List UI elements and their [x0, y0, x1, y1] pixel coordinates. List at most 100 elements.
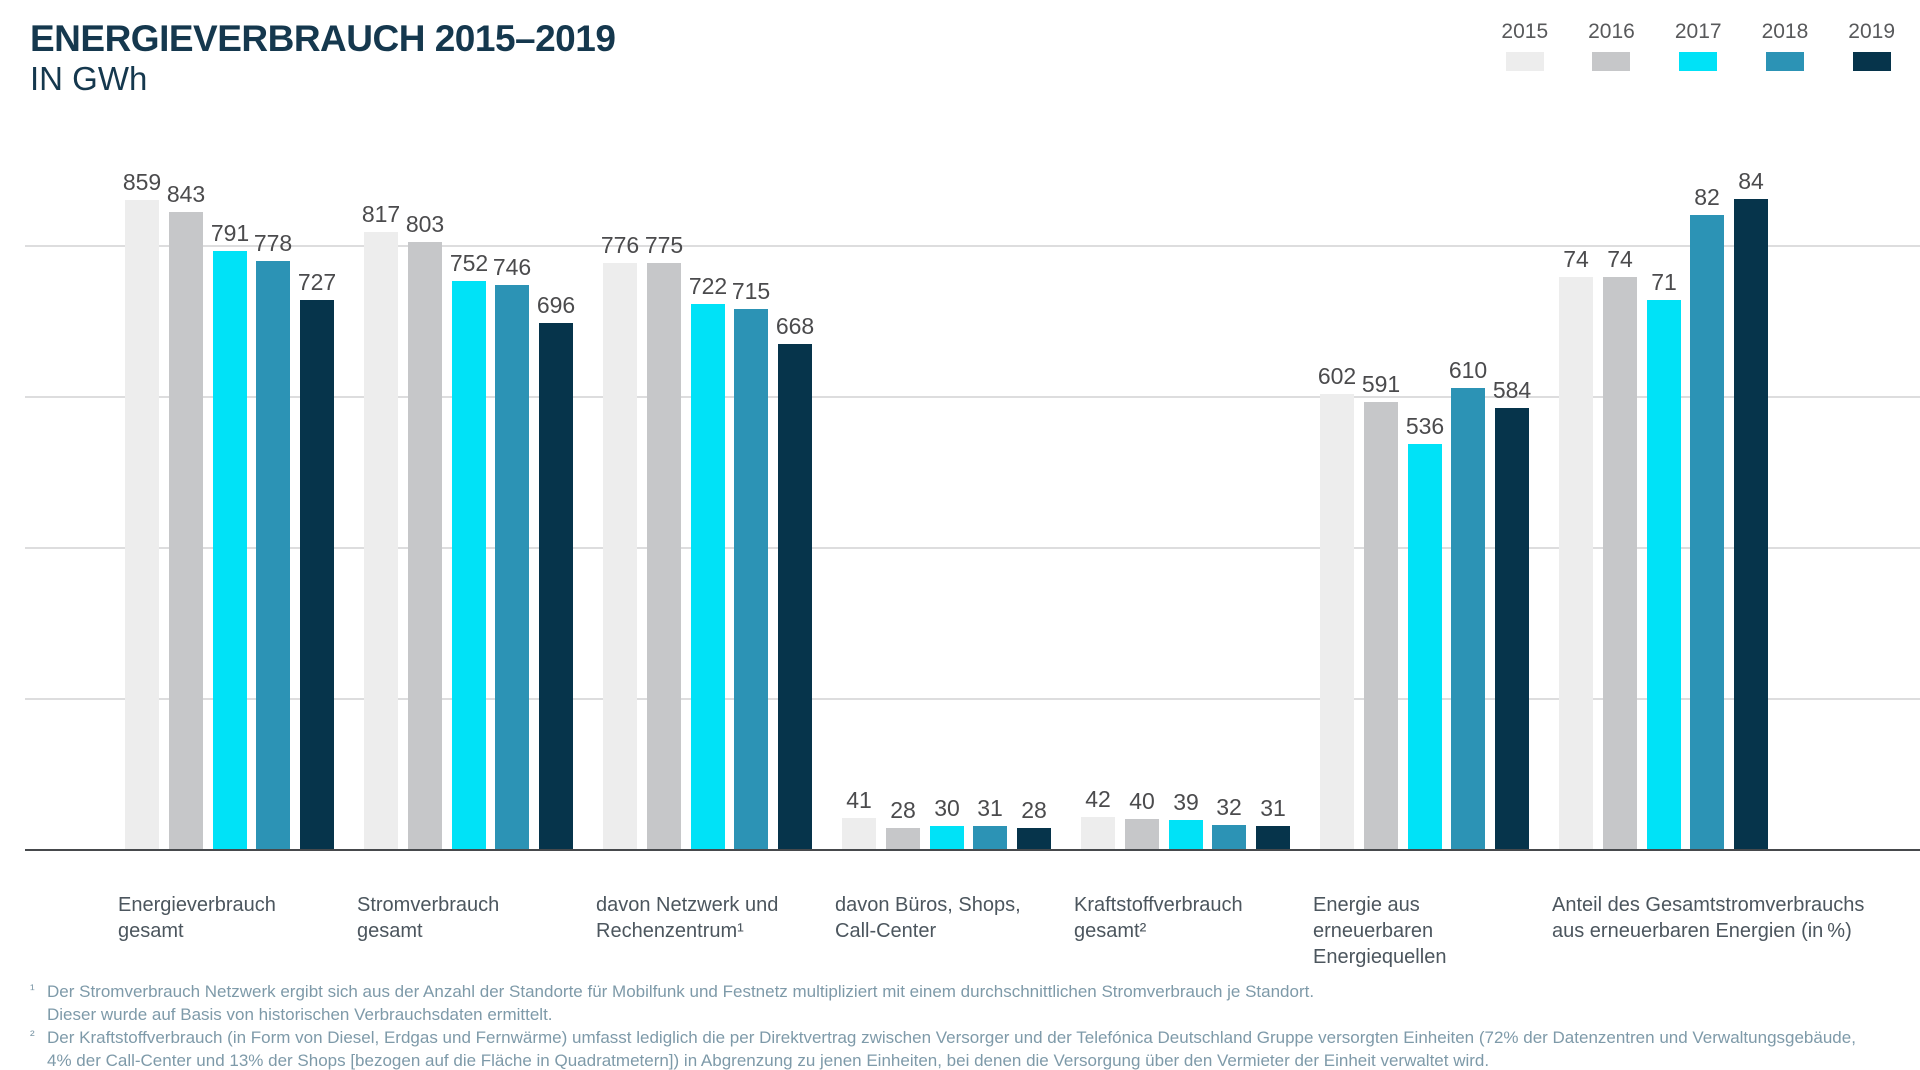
- bar-2018-group-5: [1212, 825, 1246, 849]
- bar-2017-group-5: [1169, 820, 1203, 849]
- legend-item-2015: 2015: [1501, 20, 1548, 71]
- bar-value-label: 696: [536, 292, 576, 318]
- bar-value-label: 536: [1405, 413, 1445, 439]
- category-label-5: Kraftstoffverbrauch gesamt²: [1074, 894, 1243, 942]
- bar-2015-group-5: [1081, 817, 1115, 849]
- footnotes: ¹ Der Stromverbrauch Netzwerk ergibt sich…: [30, 980, 1856, 1070]
- bar-2019-group-6: [1495, 408, 1529, 849]
- bar-value-label: 775: [644, 232, 684, 258]
- bar-2019-group-4: [1017, 828, 1051, 849]
- bar-value-label: 28: [1021, 797, 1047, 823]
- bar-2016-group-4: [886, 828, 920, 849]
- bar-2015-group-7: [1559, 277, 1593, 849]
- gridline-400: [25, 547, 1920, 549]
- category-label-7: Anteil des Gesamtstromverbrauchs aus ern…: [1552, 894, 1865, 942]
- bar-value-label: 746: [492, 254, 532, 280]
- bar-2017-group-1: [213, 251, 247, 849]
- category-label-4: davon Büros, Shops, Call-Center: [835, 894, 1021, 942]
- bar-2017-group-6: [1408, 444, 1442, 849]
- bar-2018-group-4: [973, 826, 1007, 849]
- bar-value-label: 778: [253, 230, 293, 256]
- bar-2016-group-3: [647, 263, 681, 849]
- bar-value-label: 727: [297, 269, 337, 295]
- bar-value-label: 668: [775, 313, 815, 339]
- category-label-2: Stromverbrauch gesamt: [357, 894, 500, 942]
- legend-item-2017: 2017: [1675, 20, 1722, 71]
- bar-2017-group-4: [930, 826, 964, 849]
- footnote-text: Der Stromverbrauch Netzwerk ergibt sich …: [47, 982, 1315, 1024]
- legend-color-swatch: [1592, 52, 1631, 71]
- bar-2018-group-6: [1451, 388, 1485, 849]
- bar-value-label: 776: [600, 232, 640, 258]
- bar-value-label: 30: [934, 795, 960, 821]
- bar-2019-group-3: [778, 344, 812, 849]
- gridline-200: [25, 698, 1920, 700]
- bar-2018-group-1: [256, 261, 290, 849]
- gridline-600: [25, 396, 1920, 398]
- bar-2018-group-2: [495, 285, 529, 849]
- bar-2015-group-6: [1320, 394, 1354, 849]
- page-title: ENERGIEVERBRAUCH 2015–2019: [30, 18, 616, 59]
- bar-value-label: 40: [1129, 788, 1155, 814]
- category-label-1: Energieverbrauch gesamt: [118, 894, 276, 942]
- bar-value-label: 82: [1694, 184, 1720, 210]
- bar-2018-group-3: [734, 309, 768, 849]
- bar-value-label: 843: [166, 181, 206, 207]
- x-axis-baseline: [25, 849, 1920, 851]
- bar-2015-group-4: [842, 818, 876, 849]
- legend-color-swatch: [1765, 52, 1804, 71]
- bar-value-label: 610: [1448, 357, 1488, 383]
- bar-2017-group-7: [1647, 300, 1681, 849]
- legend-year-label: 2018: [1761, 20, 1809, 43]
- bar-value-label: 591: [1361, 371, 1401, 397]
- bar-value-label: 28: [890, 797, 916, 823]
- legend-year-label: 2017: [1674, 20, 1722, 43]
- bar-value-label: 859: [122, 169, 162, 195]
- bar-2017-group-2: [452, 281, 486, 849]
- footnote-2: ² Der Kraftstoffverbrauch (in Form von Di…: [30, 1026, 1856, 1070]
- bar-value-label: 31: [977, 795, 1003, 821]
- bar-value-label: 31: [1260, 795, 1286, 821]
- bar-value-label: 715: [731, 278, 771, 304]
- bar-value-label: 32: [1216, 794, 1242, 820]
- bar-2016-group-7: [1603, 277, 1637, 849]
- bar-2019-group-7: [1734, 199, 1768, 849]
- legend-color-swatch: [1679, 52, 1718, 71]
- bar-value-label: 803: [405, 211, 445, 237]
- bar-2019-group-2: [539, 323, 573, 849]
- bar-value-label: 39: [1173, 789, 1199, 815]
- bar-2016-group-1: [169, 212, 203, 849]
- bar-value-label: 817: [361, 201, 401, 227]
- footnote-text: Der Kraftstoffverbrauch (in Form von Die…: [47, 1028, 1856, 1070]
- footnote-marker: ²: [30, 1027, 35, 1043]
- bar-2018-group-7: [1690, 215, 1724, 849]
- bar-value-label: 752: [449, 250, 489, 276]
- bar-2019-group-5: [1256, 826, 1290, 849]
- bar-value-label: 71: [1651, 269, 1677, 295]
- legend-year-label: 2015: [1501, 20, 1549, 43]
- footnote-marker: ¹: [30, 981, 35, 997]
- chart-legend: 2015 2016 2017 2018 2019: [1501, 20, 1895, 71]
- bar-value-label: 41: [846, 787, 872, 813]
- bar-value-label: 791: [210, 220, 250, 246]
- bar-value-label: 722: [688, 273, 728, 299]
- legend-item-2019: 2019: [1848, 20, 1895, 71]
- legend-color-swatch: [1852, 52, 1891, 71]
- gridline-800: [25, 245, 1920, 247]
- bar-value-label: 602: [1317, 363, 1357, 389]
- bar-2019-group-1: [300, 300, 334, 849]
- bar-2016-group-6: [1364, 402, 1398, 849]
- category-label-6: Energie aus erneuerbaren Energiequellen: [1313, 894, 1447, 968]
- bar-value-label: 584: [1492, 377, 1532, 403]
- legend-year-label: 2019: [1848, 20, 1895, 43]
- bar-2015-group-3: [603, 263, 637, 849]
- page-subtitle: IN GWh: [30, 60, 148, 97]
- bar-2017-group-3: [691, 304, 725, 849]
- bar-2016-group-5: [1125, 819, 1159, 849]
- legend-item-2018: 2018: [1761, 20, 1809, 71]
- bar-2015-group-1: [125, 200, 159, 849]
- bar-value-label: 84: [1738, 168, 1764, 194]
- bar-value-label: 42: [1085, 786, 1111, 812]
- legend-item-2016: 2016: [1588, 20, 1635, 71]
